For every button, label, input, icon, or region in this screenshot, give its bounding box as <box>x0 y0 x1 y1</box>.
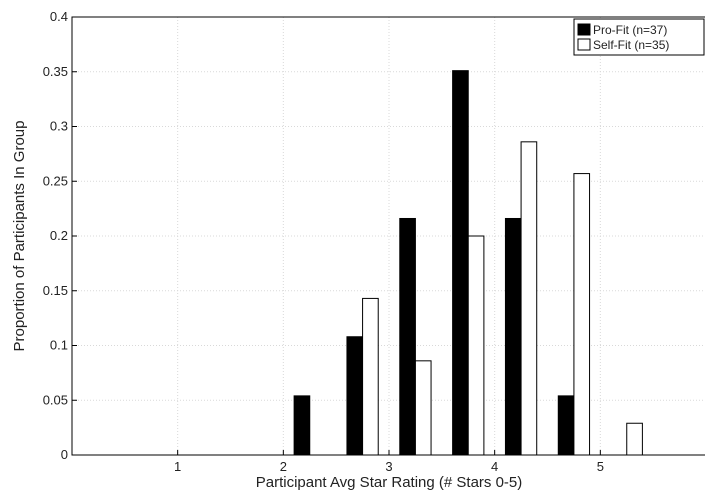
legend: Pro-Fit (n=37) Self-Fit (n=35) <box>573 18 705 56</box>
bar-self-fit <box>626 422 643 456</box>
bar-self-fit <box>362 297 379 456</box>
y-tick-label: 0.35 <box>43 64 68 79</box>
y-tick-label: 0 <box>61 447 68 462</box>
y-tick-label: 0.25 <box>43 173 68 188</box>
y-tick-label: 0.3 <box>50 119 68 134</box>
axis-ticks: 0 0.05 0.1 0.15 0.2 0.25 0.3 0.35 0.4 1 2 3 4 5 <box>43 9 604 474</box>
legend-label-pro-fit: Pro-Fit (n=37) <box>593 23 667 37</box>
y-tick-label: 0.2 <box>50 228 68 243</box>
legend-box <box>573 18 705 56</box>
grid-lines <box>72 17 705 455</box>
x-tick-label: 5 <box>597 459 604 474</box>
bar-pro-fit <box>399 217 416 456</box>
x-tick-label: 1 <box>174 459 181 474</box>
x-tick-label: 3 <box>385 459 392 474</box>
legend-label-self-fit: Self-Fit (n=35) <box>593 38 669 52</box>
bar-pro-fit <box>346 336 364 456</box>
y-tick-label: 0.1 <box>50 338 68 353</box>
bar-self-fit <box>573 173 591 456</box>
x-tick-label: 4 <box>491 459 498 474</box>
bar-pro-fit <box>504 217 522 456</box>
bar-pro-fit <box>452 70 469 456</box>
bar-self-fit <box>520 141 538 456</box>
bar-self-fit <box>414 360 432 456</box>
y-tick-label: 0.05 <box>43 392 68 407</box>
bar-self-fit <box>467 235 485 456</box>
y-tick-label: 0.15 <box>43 283 68 298</box>
bar-pro-fit <box>557 395 575 456</box>
y-axis-label: Proportion of Participants In Group <box>11 121 28 352</box>
x-axis-label: Participant Avg Star Rating (# Stars 0-5… <box>256 474 523 491</box>
x-tick-label: 2 <box>280 459 287 474</box>
legend-swatch-self-fit <box>577 38 591 51</box>
bar-pro-fit <box>293 395 311 456</box>
y-tick-label: 0.4 <box>50 9 68 24</box>
bars <box>293 70 643 456</box>
legend-swatch-pro-fit <box>577 23 591 36</box>
